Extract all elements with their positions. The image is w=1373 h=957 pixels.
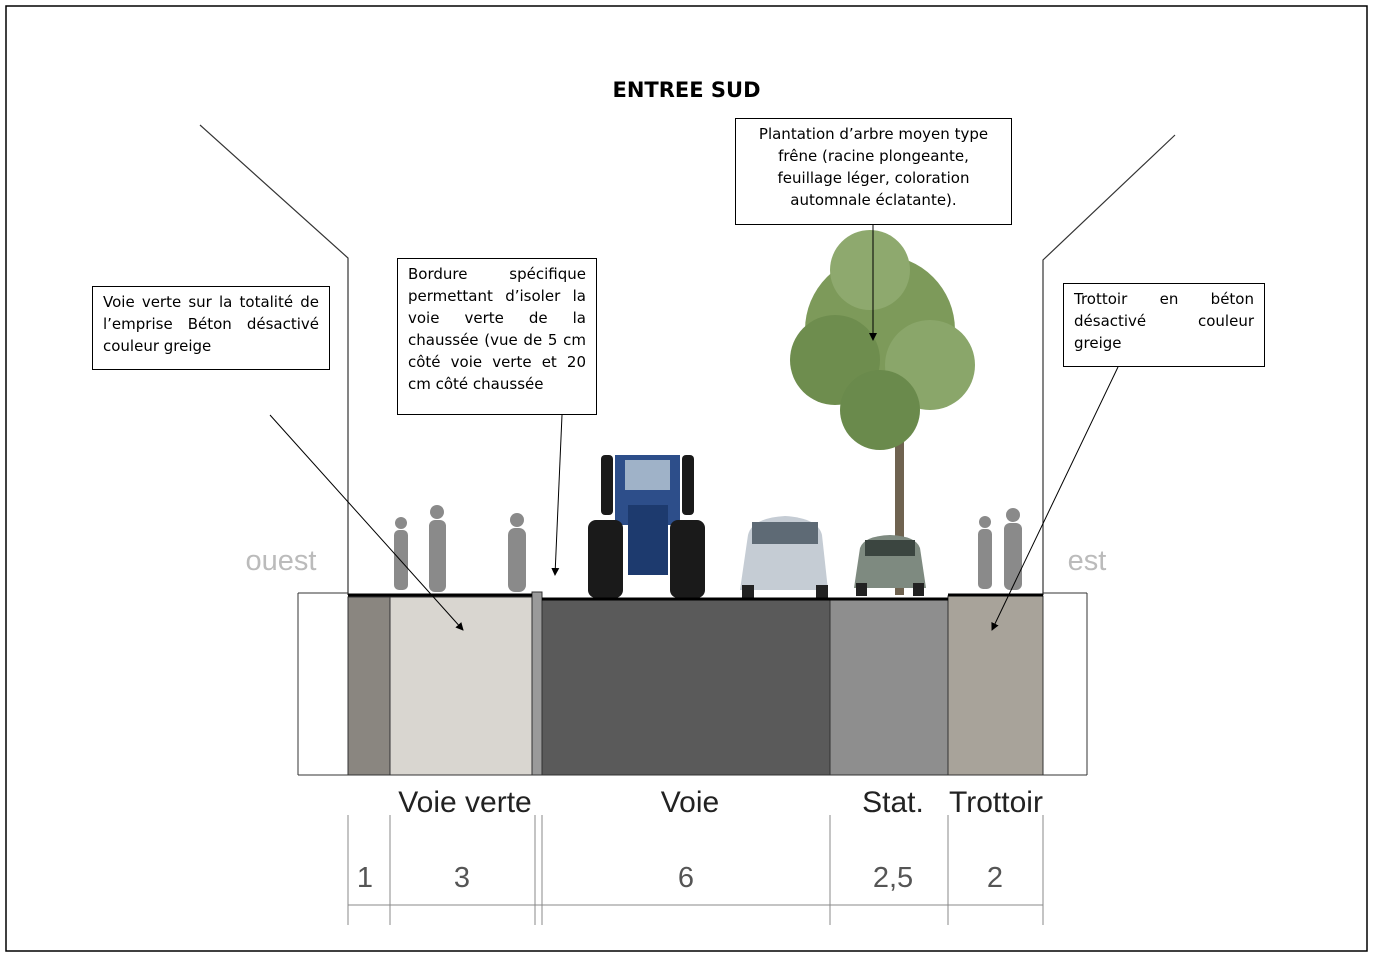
callout: Plantation d’arbre moyen type frêne (rac… [735,118,1012,225]
side-label: est [1068,545,1107,578]
section-width: 1 [357,862,373,895]
section-label: Stat. [862,786,924,820]
section-width: 3 [454,862,470,895]
section-width: 2 [987,862,1003,895]
page: ENTREE SUD Voie verte sur la totalité de… [0,0,1373,957]
dimension-lines [348,815,1043,925]
tractor [588,455,705,598]
side-label: ouest [246,545,317,578]
section-label: Voie [661,786,719,820]
cross-section [298,592,1087,775]
section-label: Voie verte [398,786,531,820]
callout: Voie verte sur la totalité de l’emprise … [92,286,330,370]
section-width: 2,5 [873,862,913,895]
callout: Bordure spécifique permettant d’isoler l… [397,258,597,415]
callout: Trottoir en béton désactivé couleur grei… [1063,283,1265,367]
section-width: 6 [678,862,694,895]
section-label: Trottoir [949,786,1043,820]
pedestrians [394,505,1022,592]
title: ENTREE SUD [0,78,1373,102]
